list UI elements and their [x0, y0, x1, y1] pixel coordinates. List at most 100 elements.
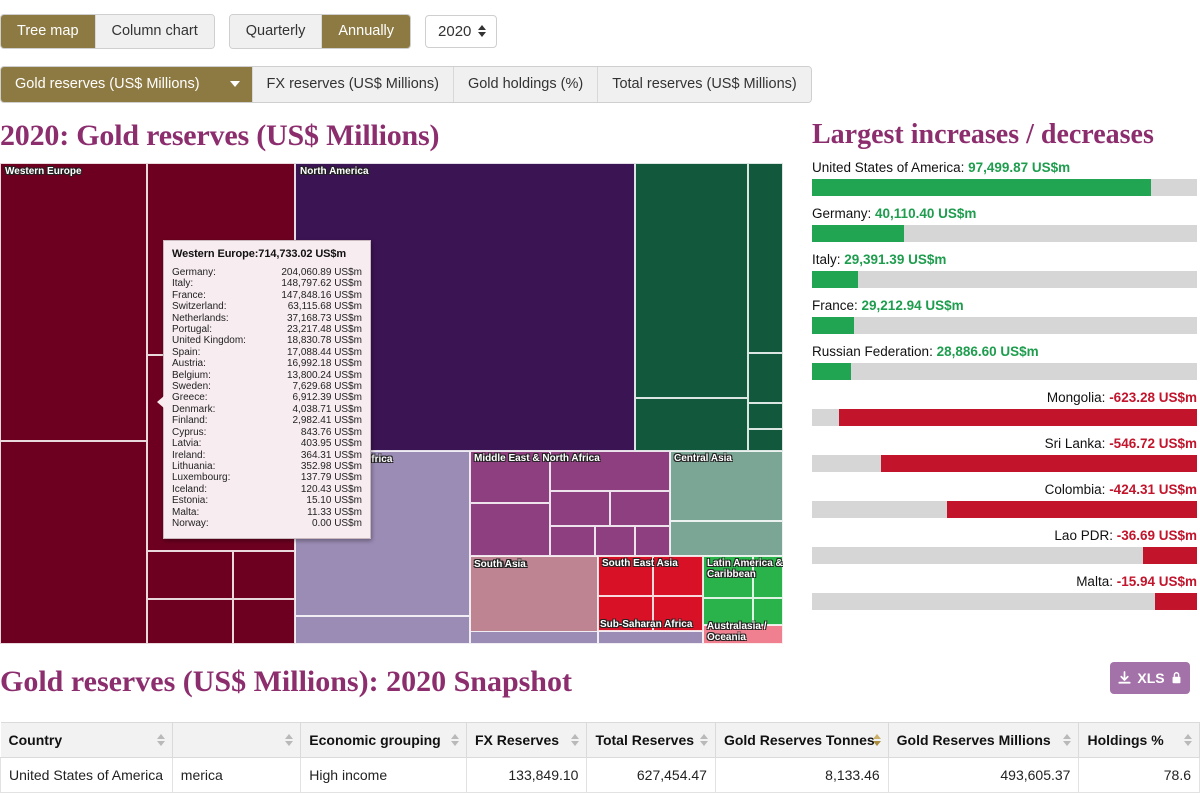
table-header-cell[interactable]: Country	[0, 722, 173, 758]
tooltip-value: 148,797.62 US$m	[281, 278, 362, 290]
change-bar-value: -424.31 US$m	[1109, 482, 1197, 497]
sort-arrows-icon[interactable]	[1184, 734, 1192, 746]
tooltip-country: Italy:	[172, 278, 194, 290]
tooltip-row: Sweden: 7,629.68 US$m	[172, 381, 362, 392]
tooltip-country: Netherlands:	[172, 312, 229, 324]
treemap-tile[interactable]	[147, 599, 233, 644]
sort-arrows-icon[interactable]	[699, 734, 708, 746]
table-header-cell[interactable]: Gold Reserves Millions	[888, 722, 1080, 758]
metric-tab-fx-reserves[interactable]: FX reserves (US$ Millions)	[252, 67, 454, 102]
treemap-tile[interactable]	[670, 451, 783, 521]
change-bar-item[interactable]: Colombia: -424.31 US$m	[812, 482, 1197, 518]
tooltip-row: Lithuania: 352.98 US$m	[172, 461, 362, 472]
change-bar-fill	[881, 455, 1197, 472]
tooltip-row: Denmark: 4,038.71 US$m	[172, 404, 362, 415]
treemap-tile[interactable]	[598, 596, 653, 631]
change-bar-item[interactable]: France: 29,212.94 US$m	[812, 298, 1197, 334]
treemap-tile[interactable]	[598, 556, 653, 596]
change-bar-label: Malta: -15.94 US$m	[812, 574, 1197, 589]
sort-arrows-icon[interactable]	[285, 734, 294, 746]
treemap-tile[interactable]	[470, 503, 550, 556]
change-bar-item[interactable]: Malta: -15.94 US$m	[812, 574, 1197, 610]
change-bar-fill	[812, 225, 905, 242]
table-header-cell[interactable]: Holdings %	[1078, 722, 1200, 758]
period-button-quarterly[interactable]: Quarterly	[229, 15, 323, 48]
treemap-tile[interactable]	[610, 491, 670, 526]
sort-arrows-icon[interactable]	[156, 734, 165, 746]
treemap-tile[interactable]	[753, 598, 783, 625]
tooltip-country: United Kingdom:	[172, 335, 246, 347]
treemap-tile[interactable]	[0, 441, 147, 644]
change-bar-fill	[946, 501, 1197, 518]
tooltip-value: 7,629.68 US$m	[292, 381, 363, 393]
treemap-tile[interactable]	[703, 598, 753, 625]
table-header-label: FX Reserves	[474, 732, 560, 748]
year-select-value: 2020	[438, 22, 472, 40]
treemap-tile[interactable]	[753, 556, 783, 598]
treemap-tile[interactable]	[748, 403, 783, 429]
table-header-cell[interactable]	[172, 722, 302, 758]
treemap-tile[interactable]	[147, 551, 233, 599]
treemap-tile[interactable]	[670, 521, 783, 556]
treemap-tile[interactable]	[653, 596, 703, 631]
change-bar-item[interactable]: Germany: 40,110.40 US$m	[812, 206, 1197, 242]
sort-arrows-icon[interactable]	[450, 734, 459, 746]
treemap-tile[interactable]	[703, 556, 753, 598]
change-bar-item[interactable]: Mongolia: -623.28 US$m	[812, 390, 1197, 426]
table-row[interactable]: United States of America merica High incom…	[0, 757, 1200, 793]
treemap-tile[interactable]	[635, 163, 748, 398]
tooltip-row: France: 147,848.16 US$m	[172, 290, 362, 301]
treemap-tile[interactable]	[550, 491, 610, 526]
view-button-column-chart[interactable]: Column chart	[95, 15, 214, 48]
treemap-tile[interactable]	[550, 526, 595, 556]
view-toggle-group: Tree map Column chart	[0, 14, 215, 49]
treemap-tile[interactable]	[550, 451, 670, 491]
treemap-tile[interactable]	[703, 625, 783, 644]
year-select[interactable]: 2020	[425, 14, 498, 48]
tooltip-value: 11.33 US$m	[307, 506, 362, 518]
treemap-tile[interactable]	[635, 398, 748, 451]
view-button-tree-map[interactable]: Tree map	[1, 15, 96, 48]
tooltip-value: 2,982.41 US$m	[292, 415, 363, 427]
metric-tab-gold-reserves-usd[interactable]: Gold reserves (US$ Millions)	[1, 67, 253, 102]
change-bar-label: France: 29,212.94 US$m	[812, 298, 1197, 313]
change-bar-country: France:	[812, 298, 862, 313]
change-bar-item[interactable]: Italy: 29,391.39 US$m	[812, 252, 1197, 288]
change-bar-item[interactable]: United States of America: 97,499.87 US$m	[812, 160, 1197, 196]
treemap-tile[interactable]	[748, 353, 783, 403]
treemap-tile[interactable]: South Asia	[470, 556, 598, 644]
table-header-cell[interactable]: FX Reserves	[466, 722, 588, 758]
table-header-cell[interactable]: Economic grouping	[300, 722, 467, 758]
treemap-tooltip: Western Europe:714,733.02 US$m Germany: 2…	[157, 240, 371, 540]
change-bar-item[interactable]: Sri Lanka: -546.72 US$m	[812, 436, 1197, 472]
period-button-annually[interactable]: Annually	[322, 15, 411, 48]
treemap-tile[interactable]	[748, 429, 783, 451]
treemap-tile[interactable]	[635, 526, 670, 556]
treemap-tile[interactable]	[295, 616, 470, 644]
metric-tab-gold-holdings-pct[interactable]: Gold holdings (%)	[453, 67, 599, 102]
treemap-tile[interactable]: Western Europe	[0, 163, 147, 441]
treemap-tile[interactable]	[233, 599, 295, 644]
change-bar-item[interactable]: Russian Federation: 28,886.60 US$m	[812, 344, 1197, 380]
metric-tab-total-reserves[interactable]: Total reserves (US$ Millions)	[598, 67, 811, 102]
treemap-tile[interactable]	[748, 163, 783, 353]
treemap-tile[interactable]	[470, 631, 598, 644]
sort-arrows-icon[interactable]	[1063, 734, 1072, 746]
table-header-label: Country	[8, 732, 63, 748]
metric-tab-bar: Gold reserves (US$ Millions) FX reserves…	[0, 66, 812, 103]
tooltip-country-table: Germany: 204,060.89 US$m Italy: 148,797.62 …	[172, 267, 362, 529]
treemap-tile[interactable]	[470, 451, 550, 503]
sort-arrows-icon[interactable]	[571, 734, 580, 746]
sort-arrows-icon[interactable]	[872, 734, 881, 746]
treemap-tile[interactable]	[653, 556, 703, 596]
treemap-tile[interactable]	[595, 526, 635, 556]
treemap-tile[interactable]	[233, 551, 295, 599]
treemap-tile[interactable]	[598, 631, 703, 644]
table-header-cell[interactable]: Total Reserves	[586, 722, 716, 758]
tooltip-row: Ireland: 364.31 US$m	[172, 450, 362, 461]
table-header-cell[interactable]: Gold Reserves Tonnes	[715, 722, 889, 758]
change-bar-item[interactable]: Lao PDR: -36.69 US$m	[812, 528, 1197, 564]
export-xls-button[interactable]: XLS	[1110, 662, 1190, 694]
table-cell-fx: 133,849.10	[465, 757, 588, 793]
